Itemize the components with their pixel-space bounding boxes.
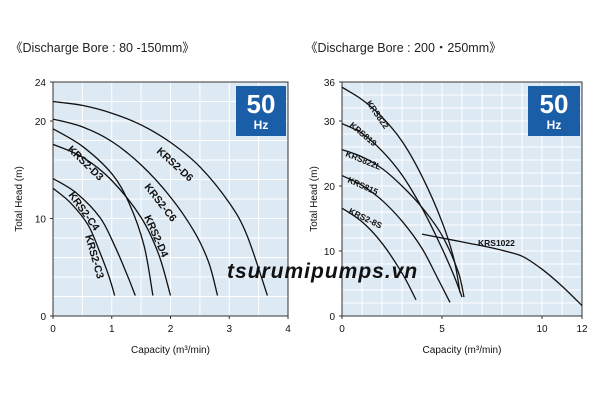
series-line-krs2-d3 [52,128,154,296]
x-tick-label: 1 [109,324,115,335]
x-axis-label: Capacity (m³/min) [131,345,210,356]
series-line-krs2-c4 [52,177,136,296]
x-tick-label: 2 [168,324,174,335]
y-tick-label: 10 [35,215,47,226]
x-tick-label: 5 [439,324,445,335]
chart-title: 《Discharge Bore : 200・250mm》 [305,41,502,55]
chart-right: 《Discharge Bore : 200・250mm》 0 5 10 12 0 10 20 3… [305,41,588,356]
y-tick-label: 30 [324,117,336,128]
watermark-text: tsurumipumps.vn [227,260,418,283]
series-line-krs1022 [421,233,583,307]
frequency-badge [236,86,286,136]
y-tick-label: 20 [324,182,336,193]
y-tick-label: 20 [35,117,47,128]
x-tick-label: 0 [339,324,345,335]
series-line-krs819 [341,123,463,298]
series-line-krs2-d6 [52,100,269,296]
series-line-krs2-d4 [52,143,172,296]
y-tick-label: 36 [324,78,336,89]
plot-frame [341,81,583,317]
y-tick-label: 0 [40,312,46,323]
y-axis-label: Total Head (m) [309,166,320,232]
chart-title: 《Discharge Bore : 80 -150mm》 [10,41,195,55]
badge-value: 50 [247,89,276,119]
badge-unit: Hz [547,118,562,132]
chart-left: 《Discharge Bore : 80 -150mm》 0 1 2 3 4 0 10 20 24… [10,41,291,356]
series-line-krs822 [341,86,461,293]
x-tick-label: 3 [226,324,232,335]
x-tick-label: 4 [285,324,291,335]
x-axis-label: Capacity (m³/min) [423,345,502,356]
series-line-krs2-8s [341,207,417,301]
y-tick-label: 0 [329,312,335,323]
x-tick-label: 10 [536,324,548,335]
badge-unit: Hz [254,118,269,132]
series-label-krs1022: KRS1022 [478,238,515,248]
x-tick-label: 12 [576,324,588,335]
series-line-krs822l [341,148,465,298]
x-tick-label: 0 [50,324,56,335]
y-tick-label: 10 [324,247,336,258]
series-line-krs815 [341,175,451,303]
frequency-badge [528,86,580,136]
series-line-krs2-c6 [52,118,219,296]
series-line-krs2-c3 [52,187,116,296]
y-tick-label: 24 [35,78,47,89]
badge-value: 50 [540,89,569,119]
y-axis-label: Total Head (m) [14,166,25,232]
